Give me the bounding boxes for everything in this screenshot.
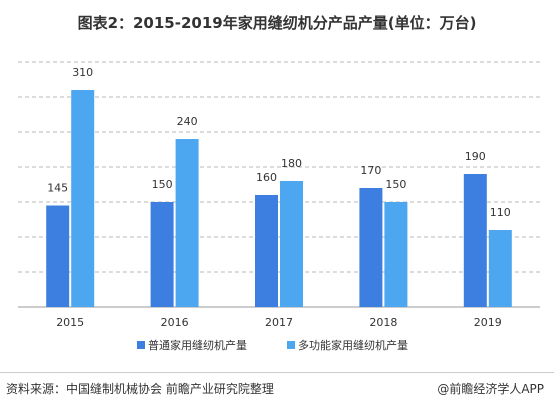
- bar-2019-series-1: [463, 174, 487, 307]
- source-note: 资料来源：中国缝制机械协会 前瞻产业研究院整理: [6, 382, 274, 396]
- legend-label-1: 普通家用缝纫机产量: [148, 338, 247, 352]
- bar-2015-series-1: [46, 205, 70, 307]
- data-label-2016-series-2: 240: [177, 115, 198, 128]
- bar-2016-series-1: [150, 202, 174, 307]
- bar-2018-series-1: [359, 188, 383, 307]
- bar-2017-series-1: [255, 195, 278, 307]
- data-label-2018-series-1: 170: [360, 164, 381, 177]
- x-tick-label-2018: 2018: [369, 316, 397, 329]
- data-label-2015-series-2: 310: [72, 66, 93, 79]
- x-tick-label-2016: 2016: [161, 316, 189, 329]
- data-label-2015-series-1: 145: [47, 182, 68, 195]
- bar-2019-series-2: [488, 230, 512, 307]
- bar-2017-series-2: [280, 181, 303, 307]
- legend-swatch-1: [137, 341, 145, 349]
- data-label-2017-series-1: 160: [256, 171, 277, 184]
- data-label-2019-series-1: 190: [465, 150, 486, 163]
- legend-swatch-2: [287, 341, 295, 349]
- bar-2015-series-2: [71, 90, 95, 307]
- bar-2018-series-2: [384, 202, 408, 307]
- data-label-2019-series-2: 110: [490, 206, 511, 219]
- data-label-2016-series-1: 150: [152, 178, 173, 191]
- x-tick-label-2015: 2015: [56, 316, 84, 329]
- data-label-2017-series-2: 180: [281, 157, 302, 170]
- data-label-2018-series-2: 150: [385, 178, 406, 191]
- footer-divider: [0, 372, 554, 373]
- chart-title: 图表2：2015-2019年家用缝纫机分产品产量(单位：万台): [77, 14, 477, 32]
- bar-2016-series-2: [175, 139, 199, 307]
- legend-label-2: 多功能家用缝纫机产量: [298, 338, 408, 352]
- x-tick-label-2017: 2017: [265, 316, 293, 329]
- x-tick-label-2019: 2019: [474, 316, 502, 329]
- credit-note: @前瞻经济学人APP: [437, 382, 544, 396]
